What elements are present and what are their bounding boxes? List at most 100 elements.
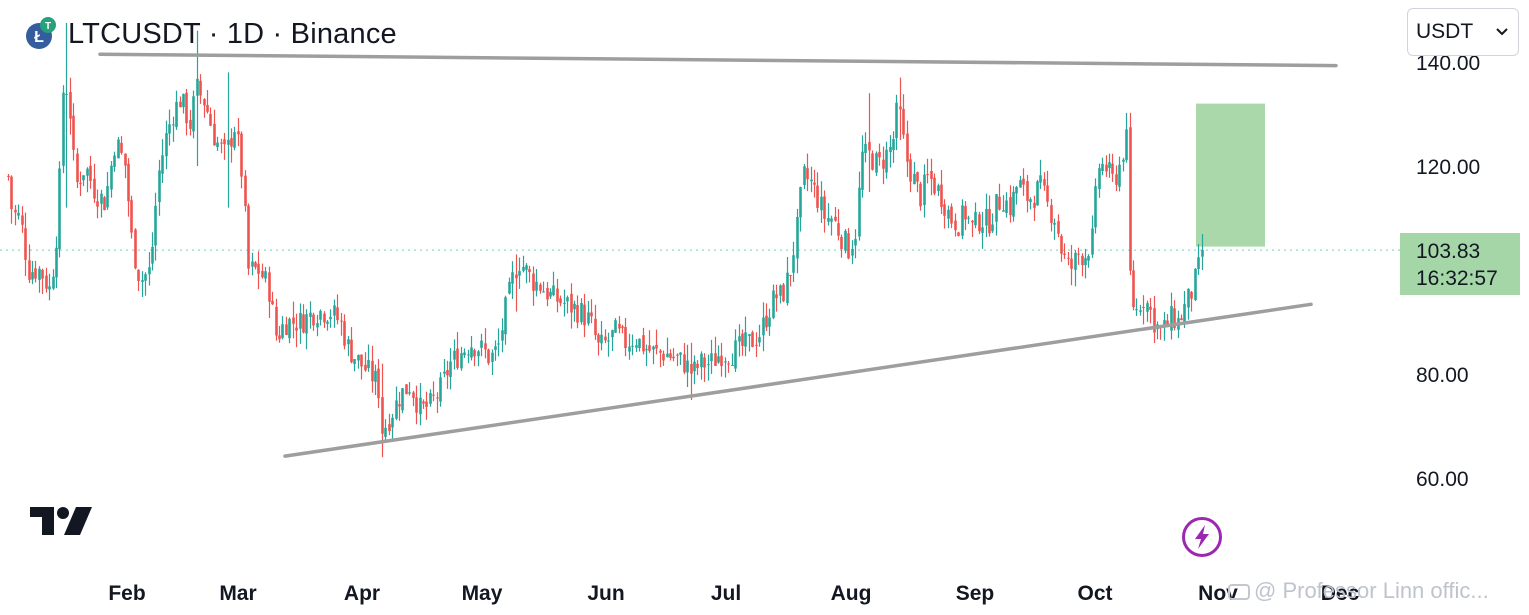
candle (655, 329, 658, 355)
candle (700, 351, 703, 380)
candle-body (449, 361, 452, 377)
candle (62, 85, 65, 174)
candle (923, 164, 926, 218)
candle-body (981, 227, 984, 233)
candle-body (573, 303, 576, 310)
candle (295, 313, 298, 348)
candle (714, 336, 717, 367)
candle (816, 172, 819, 213)
candle-body (79, 182, 82, 184)
candle-body (237, 131, 240, 135)
candle (1050, 198, 1053, 232)
candle (1101, 157, 1104, 176)
candle (48, 273, 51, 301)
candle-body (1115, 174, 1118, 185)
candle (398, 391, 401, 421)
candle-body (473, 350, 476, 357)
candle (916, 171, 919, 193)
candle (288, 317, 291, 344)
candle-body (1036, 181, 1039, 206)
candle-body (86, 168, 89, 176)
candle-body (638, 338, 641, 349)
candle (786, 257, 789, 306)
candle-body (1108, 162, 1111, 169)
candle (247, 203, 250, 276)
candle (453, 339, 456, 370)
candle (943, 199, 946, 229)
candle (542, 281, 545, 293)
currency-selector[interactable]: USDT (1407, 8, 1519, 56)
current-price-label: 103.83 16:32:57 (1400, 233, 1520, 295)
resistance-trendline[interactable] (98, 52, 1338, 68)
candle (1067, 251, 1070, 266)
candle-body (240, 133, 243, 177)
candle (933, 173, 936, 196)
candle-body (556, 288, 559, 302)
symbol-title[interactable]: LTCUSDT · 1D · Binance (68, 17, 397, 50)
candle (611, 329, 614, 351)
candle-body (182, 94, 185, 108)
candle-body (1060, 236, 1063, 254)
candle (594, 304, 597, 340)
candle (892, 131, 895, 163)
candle (1036, 179, 1039, 206)
candle (185, 88, 188, 136)
tradingview-logo[interactable] (30, 503, 94, 537)
candle-body (220, 142, 223, 144)
support-trendline[interactable] (283, 302, 1313, 458)
candle (648, 330, 651, 353)
candle-body (62, 92, 65, 166)
candle (137, 269, 140, 291)
candle-body (285, 324, 288, 335)
candle-body (309, 312, 312, 317)
candle-body (943, 204, 946, 216)
candle (504, 295, 507, 345)
candle-body (830, 218, 833, 222)
candle (1129, 112, 1132, 276)
candle-body (268, 272, 271, 302)
candle (401, 387, 404, 414)
candle-body (991, 224, 994, 232)
candle (316, 314, 319, 337)
candle (388, 413, 391, 436)
candle-body (597, 334, 600, 343)
candle-body (1029, 199, 1032, 203)
candle-body (415, 397, 418, 413)
candle-body (775, 294, 778, 299)
candle (1111, 153, 1114, 182)
candle (1194, 268, 1197, 302)
target-zone[interactable] (1196, 103, 1265, 247)
candle (148, 252, 151, 286)
candle (52, 269, 55, 291)
candle (326, 319, 329, 331)
candle (127, 158, 130, 217)
candle-body (522, 267, 525, 271)
candle-body (58, 168, 61, 250)
lightning-icon[interactable] (1180, 515, 1224, 559)
candle (55, 236, 58, 289)
candle-body (76, 153, 79, 183)
candle (412, 390, 415, 407)
candle (264, 267, 267, 283)
candle-body (559, 298, 562, 304)
candle-body (82, 175, 85, 181)
candle (875, 151, 878, 176)
candle-body (288, 318, 291, 339)
candle (467, 349, 470, 364)
candle-body (652, 346, 655, 350)
candle-body (41, 269, 44, 279)
candle (151, 232, 154, 271)
candle (1115, 165, 1118, 192)
candle-body (803, 166, 806, 186)
candle-body (148, 267, 151, 275)
candle-body (10, 176, 13, 210)
candle (693, 355, 696, 385)
candle-body (714, 353, 717, 366)
candle-body (998, 196, 1001, 210)
candle-body (933, 177, 936, 194)
candle-body (271, 300, 274, 305)
candle-body (1081, 255, 1084, 266)
candle-body (659, 350, 662, 353)
candle-body (374, 370, 377, 382)
